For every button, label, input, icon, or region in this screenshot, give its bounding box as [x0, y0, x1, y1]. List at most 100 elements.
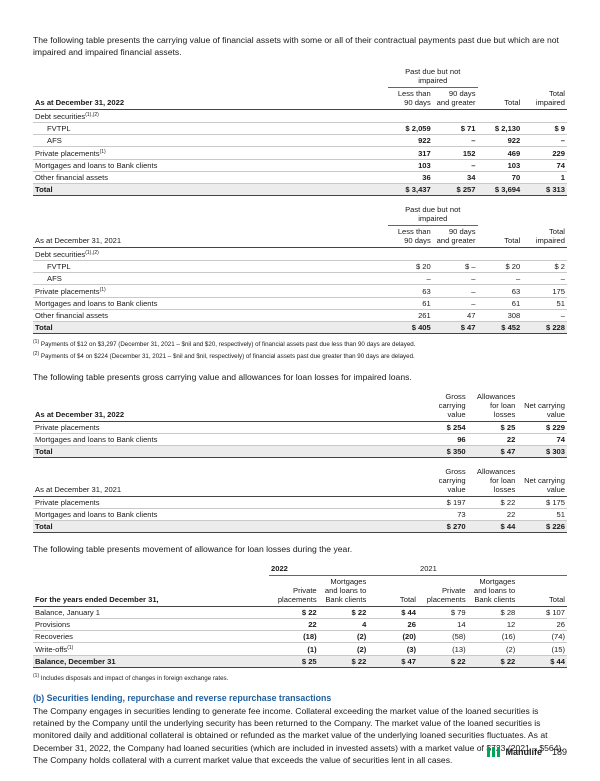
row-label-cell: Private placements(1) [33, 284, 388, 298]
data-table: As at December 31, 2021 Gross carrying va… [33, 466, 567, 533]
row-label-cell: Provisions [33, 618, 269, 631]
row-label-cell: FVTPL [33, 122, 388, 135]
value-cell: (3) [368, 642, 418, 656]
table-row: Balance, January 1 $ 22 $ 22 $ 44 $ 79 $ 28 $ … [33, 606, 567, 619]
value-cell: – [432, 272, 478, 285]
column-header: As at December 31, 2021 [33, 466, 418, 497]
value-cell: $ 452 [477, 321, 523, 334]
table-row: FVTPL $ 2,059 $ 71 $ 2,130 $ 9 [33, 122, 567, 135]
row-label: Mortgages and loans to Bank clients [35, 161, 158, 170]
empty-cell [522, 66, 567, 88]
empty-cell [33, 563, 269, 576]
data-table: Past due but not impaired As at December … [33, 204, 567, 334]
value-cell: $ 22 [417, 655, 468, 668]
value-cell: $ 20 [388, 260, 433, 273]
row-label-cell: Balance, December 31 [33, 655, 269, 668]
table-row: Mortgages and loans to Bank clients 96 22 7… [33, 433, 567, 446]
column-header: Less than 90 days [388, 225, 433, 248]
footnote-marker: (1) [33, 673, 40, 679]
row-label: Private placements [35, 287, 100, 296]
value-cell: 317 [388, 146, 433, 160]
row-label-cell: Total [33, 520, 418, 533]
table-row: Total $ 270 $ 44 $ 226 [33, 520, 567, 533]
value-cell: $ 2,059 [388, 122, 433, 135]
footnote-ref: (1) [99, 287, 106, 293]
table-head: As at December 31, 2022 Gross carrying va… [33, 391, 567, 422]
value-cell: $ 2,130 [477, 122, 523, 135]
value-cell: 74 [522, 159, 567, 172]
table-row: Write-offs(1) (1) (2) (3) (13) (2) (15) [33, 642, 567, 656]
value-cell: $ 25 [269, 655, 319, 668]
value-cell: – [432, 284, 478, 298]
row-label-cell: Private placements [33, 496, 418, 509]
row-label: FVTPL [47, 124, 71, 133]
header-row: As at December 31, 2022 Gross carrying va… [33, 391, 567, 422]
row-label: Total [35, 522, 53, 531]
table-head: As at December 31, 2021 Gross carrying va… [33, 466, 567, 497]
intro-text: The following table presents gross carry… [33, 372, 412, 382]
brand-logo [487, 747, 501, 757]
table-row: Provisions 22 4 26 14 12 26 [33, 618, 567, 631]
value-cell: $ 20 [477, 260, 523, 273]
group-header-row: Past due but not impaired [33, 204, 567, 226]
column-header: Mortgages and loans to Bank clients [467, 575, 518, 607]
logo-stripe [497, 747, 501, 757]
value-cell: – [522, 272, 567, 285]
row-label: Debt securities [35, 112, 86, 121]
section-body: The Company engages in securities lendin… [33, 706, 564, 765]
value-cell: $ 3,694 [477, 183, 523, 196]
value-cell: $ 228 [522, 321, 567, 334]
row-label: Private placements [35, 149, 100, 158]
value-cell: 22 [467, 433, 518, 446]
value-cell: 61 [477, 297, 523, 310]
footnote: (2) Payments of $4 on $224 (December 31,… [33, 350, 567, 361]
footnote: (1) Payments of $12 on $3,297 (December … [33, 338, 567, 349]
value-cell: (2) [318, 642, 369, 656]
value-cell: 34 [432, 171, 478, 184]
value-cell: 36 [388, 171, 433, 184]
page-content: The following table presents the carryin… [33, 34, 567, 766]
value-cell: $ 197 [418, 496, 468, 509]
value-cell: 14 [417, 618, 468, 631]
data-table: 2022 2021 For the years ended December 31,… [33, 563, 567, 668]
table-row: Debt securities(1),(2) [33, 247, 567, 261]
value-cell: $ 229 [517, 421, 567, 434]
empty-cell [33, 204, 388, 226]
value-cell: – [432, 159, 478, 172]
value-cell: 1 [522, 171, 567, 184]
table-body: Debt securities(1),(2) FVTPL $ 20 $ – $ 20 $ … [33, 247, 567, 334]
row-label: Provisions [35, 620, 71, 629]
empty-cell [33, 66, 388, 88]
value-cell: – [388, 272, 433, 285]
table-row: Total $ 350 $ 47 $ 303 [33, 445, 567, 458]
row-label: Total [35, 185, 53, 194]
value-cell: 26 [368, 618, 418, 631]
row-label-cell: Write-offs(1) [33, 642, 269, 656]
value-cell: (13) [417, 642, 468, 656]
value-cell: $ 28 [467, 606, 518, 619]
value-cell: 61 [388, 297, 433, 310]
value-cell: $ 79 [417, 606, 468, 619]
brand: Manulife [487, 747, 542, 757]
table-row: Private placements(1) 63–63 175 [33, 284, 567, 298]
column-header: 90 days and greater [432, 225, 478, 248]
table-row: FVTPL $ 20 $ – $ 20 $ 2 [33, 260, 567, 273]
empty-cell [388, 247, 567, 261]
value-cell: – [432, 297, 478, 310]
value-cell: $ 25 [467, 421, 518, 434]
table-row: AFS 922–922– [33, 134, 567, 147]
value-cell: 922 [388, 134, 433, 147]
value-cell: 22 [269, 618, 319, 631]
value-cell: $ 47 [432, 321, 478, 334]
header-row: As at December 31, 2021 Gross carrying va… [33, 466, 567, 497]
table-row: Total $ 3,437 $ 257 $ 3,694 $ 313 [33, 183, 567, 196]
value-cell: – [522, 309, 567, 322]
row-label: Total [35, 323, 53, 332]
row-label: Mortgages and loans to Bank clients [35, 299, 158, 308]
row-label: AFS [47, 136, 62, 145]
value-cell: 922 [477, 134, 523, 147]
row-label: Mortgages and loans to Bank clients [35, 435, 158, 444]
column-header: Allowances for loan losses [467, 466, 518, 497]
empty-cell [522, 204, 567, 226]
value-cell: $ 405 [388, 321, 433, 334]
